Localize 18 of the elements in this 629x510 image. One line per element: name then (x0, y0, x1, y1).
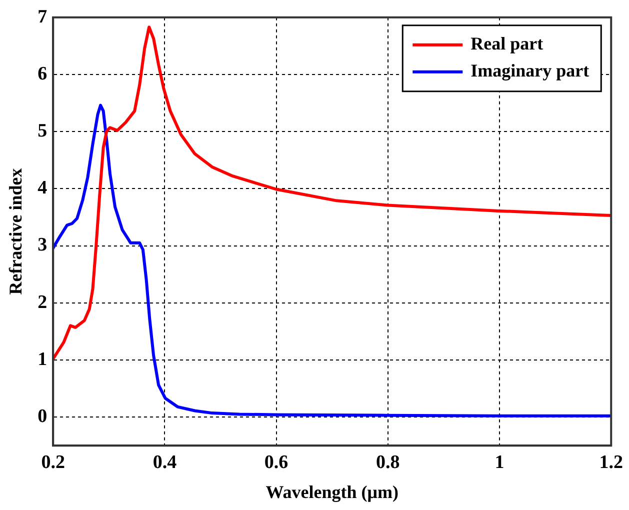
y-tick-label: 7 (38, 6, 48, 28)
y-axis-title: Refractive index (5, 168, 26, 295)
legend-label: Imaginary part (470, 60, 590, 81)
y-tick-label: 1 (38, 348, 48, 370)
x-tick-label: 0.6 (264, 452, 288, 473)
y-tick-label: 5 (38, 120, 48, 142)
x-tick-label: 1.2 (599, 452, 623, 473)
y-tick-label: 3 (38, 234, 48, 256)
x-tick-label: 0.8 (376, 452, 400, 473)
x-tick-label: 0.4 (152, 452, 178, 473)
x-tick-label: 1 (494, 452, 504, 473)
y-tick-label: 4 (38, 178, 48, 199)
y-tick-label: 0 (38, 406, 48, 427)
y-tick-label: 2 (38, 292, 48, 313)
y-tick-label: 6 (38, 63, 48, 84)
legend-label: Real part (470, 34, 544, 54)
x-axis-title: Wavelength (μm) (266, 482, 398, 502)
x-tick-label: 0.2 (41, 452, 65, 473)
